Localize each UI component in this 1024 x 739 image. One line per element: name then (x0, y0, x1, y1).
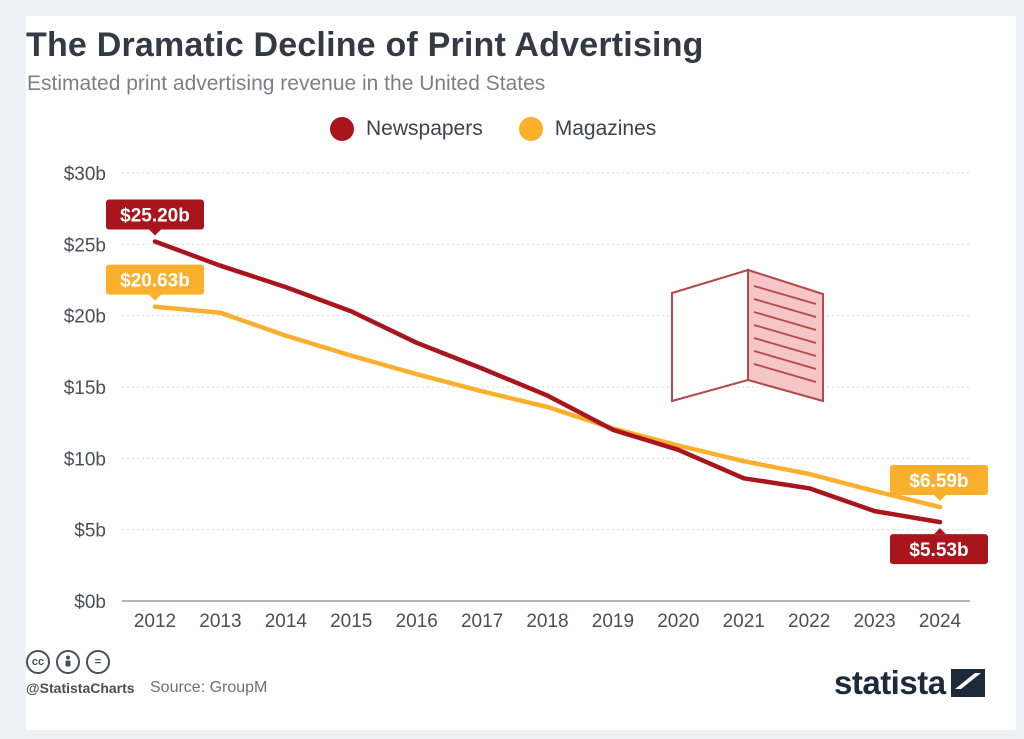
legend: Newspapers Magazines (330, 114, 692, 144)
y-tick-label: $25b (64, 235, 106, 256)
chart-title: The Dramatic Decline of Print Advertisin… (26, 26, 704, 64)
legend-label-magazines: Magazines (554, 117, 657, 140)
data-label-magazines: $20.63b (106, 264, 204, 301)
by-icon (56, 650, 80, 674)
data-label-bg (890, 464, 988, 495)
data-label-magazines: $6.59b (890, 464, 988, 501)
data-point-magazines (545, 404, 550, 409)
x-tick-label: 2012 (134, 611, 176, 632)
series-layer (152, 239, 943, 525)
x-tick-label: 2019 (592, 611, 634, 632)
legend-label-newspapers: Newspapers (366, 117, 483, 140)
data-point-magazines (349, 353, 354, 358)
data-point-newspapers (872, 509, 877, 514)
data-point-newspapers (153, 239, 157, 244)
x-tick-label: 2018 (526, 611, 568, 632)
data-point-magazines (807, 472, 812, 477)
data-label-newspapers: $5.53b (890, 528, 988, 565)
data-point-newspapers (283, 285, 288, 290)
data-label-pointer (934, 528, 946, 535)
y-tick-label: $30b (64, 164, 106, 185)
data-point-newspapers (545, 393, 550, 398)
data-label-text: $5.53b (909, 540, 968, 561)
data-point-newspapers (218, 263, 223, 268)
data-point-magazines (676, 443, 681, 448)
data-point-newspapers (741, 476, 746, 481)
y-tick-label: $0b (74, 592, 106, 613)
data-point-magazines (153, 304, 157, 309)
data-label-text: $6.59b (909, 471, 968, 492)
data-point-newspapers (610, 427, 615, 432)
x-tick-label: 2013 (199, 611, 241, 632)
data-point-magazines (938, 504, 942, 509)
legend-swatch-magazines (518, 117, 543, 141)
x-tick-label: 2022 (788, 611, 830, 632)
x-tick-label: 2016 (396, 611, 438, 632)
data-label-bg (890, 534, 988, 565)
twitter-handle: @StatistaCharts (26, 680, 135, 696)
legend-item-newspapers: Newspapers (330, 117, 483, 141)
statista-logo[interactable]: statista (834, 664, 985, 702)
newspaper-icon (671, 268, 824, 403)
cc-icon: cc (26, 650, 50, 674)
x-tick-label: 2014 (265, 611, 308, 632)
data-point-newspapers (807, 486, 812, 491)
data-label-bg (106, 264, 204, 295)
nd-icon: = (86, 650, 110, 674)
y-tick-label: $20b (64, 307, 106, 328)
data-point-magazines (218, 310, 223, 315)
y-tick-label: $5b (74, 521, 106, 542)
legend-item-magazines: Magazines (518, 117, 657, 141)
statista-mark-icon (950, 669, 985, 697)
y-tick-label: $10b (64, 449, 106, 470)
data-label-pointer (934, 494, 946, 501)
data-point-magazines (872, 489, 877, 494)
legend-swatch-newspapers (330, 117, 354, 141)
x-tick-label: 2024 (919, 611, 962, 632)
data-label-newspapers: $25.20b (106, 199, 204, 236)
data-label-text: $20.63b (120, 271, 190, 292)
license-icons: cc = (26, 650, 116, 674)
x-tick-label: 2023 (853, 611, 895, 632)
data-point-newspapers (414, 340, 419, 345)
data-point-magazines (741, 459, 746, 464)
x-tick-label: 2017 (461, 611, 503, 632)
data-point-magazines (480, 389, 485, 394)
x-tick-label: 2021 (723, 611, 765, 632)
data-point-newspapers (676, 447, 681, 452)
source-note: Source: GroupM (150, 679, 268, 696)
data-label-pointer (149, 229, 161, 236)
data-point-magazines (283, 333, 288, 338)
x-tick-label: 2015 (330, 611, 372, 632)
data-label-text: $25.20b (120, 205, 190, 226)
data-label-bg (106, 199, 204, 230)
chart-subtitle: Estimated print advertising revenue in t… (27, 72, 546, 95)
statista-wordmark: statista (834, 664, 946, 701)
y-tick-label: $15b (64, 378, 106, 399)
label-layer: $25.20b $5.53b $20.63b $6.59b (106, 199, 988, 565)
x-tick-label: 2020 (657, 611, 699, 632)
grid-layer: $0b $5b $10b $15b $20b $25b $30b 2012 2013 2014 20… (64, 164, 970, 632)
data-point-newspapers (938, 520, 942, 525)
data-point-magazines (414, 372, 419, 377)
data-label-pointer (149, 294, 161, 301)
data-point-newspapers (480, 366, 485, 371)
data-point-newspapers (349, 309, 354, 314)
